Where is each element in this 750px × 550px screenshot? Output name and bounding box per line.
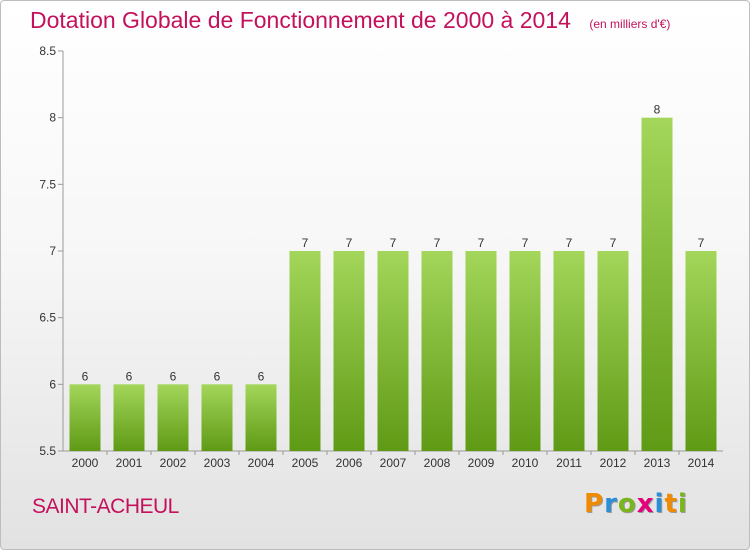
bar <box>377 251 409 451</box>
logo-letter: P <box>584 489 605 519</box>
bar-value-label: 7 <box>566 236 573 250</box>
bar <box>157 384 189 451</box>
bar-value-label: 6 <box>170 369 177 383</box>
bar <box>465 251 497 451</box>
x-tick-label: 2002 <box>160 456 187 470</box>
y-tick-label: 5.5 <box>39 444 56 458</box>
x-tick-label: 2010 <box>512 456 539 470</box>
logo-letter: i <box>654 489 665 519</box>
bar <box>245 384 277 451</box>
x-tick-label: 2005 <box>292 456 319 470</box>
y-tick-label: 8 <box>49 111 56 125</box>
bar-value-label: 8 <box>654 103 661 117</box>
y-tick-label: 6.5 <box>39 311 56 325</box>
bar-value-label: 6 <box>214 369 221 383</box>
title-row: Dotation Globale de Fonctionnement de 20… <box>30 7 670 34</box>
bar <box>113 384 145 451</box>
bar <box>509 251 541 451</box>
x-tick-label: 2000 <box>72 456 99 470</box>
x-tick-label: 2007 <box>380 456 407 470</box>
y-tick-label: 7.5 <box>39 177 56 191</box>
bar-value-label: 6 <box>126 369 133 383</box>
bar <box>421 251 453 451</box>
bar-value-label: 7 <box>698 236 705 250</box>
x-tick-label: 2008 <box>424 456 451 470</box>
bar-value-label: 7 <box>610 236 617 250</box>
bar-value-label: 6 <box>82 369 89 383</box>
x-tick-label: 2001 <box>116 456 143 470</box>
y-tick-label: 7 <box>49 244 56 258</box>
bar <box>553 251 585 451</box>
logo-letter: x <box>636 489 655 519</box>
x-tick-label: 2014 <box>688 456 715 470</box>
bar <box>69 384 101 451</box>
bar <box>201 384 233 451</box>
unit-label: (en milliers d'€) <box>589 17 671 31</box>
bar <box>641 117 673 452</box>
x-tick-label: 2011 <box>556 456 582 470</box>
chart-title: Dotation Globale de Fonctionnement de 20… <box>30 7 571 33</box>
bar-value-label: 7 <box>522 236 529 250</box>
y-tick-label: 8.5 <box>39 44 56 58</box>
bar-value-label: 7 <box>302 236 309 250</box>
x-tick-label: 2013 <box>644 456 671 470</box>
logo-letter: o <box>617 489 637 519</box>
bar-value-label: 7 <box>346 236 353 250</box>
bar <box>333 251 365 451</box>
bar <box>685 251 717 451</box>
bar-value-label: 7 <box>434 236 441 250</box>
bar <box>597 251 629 451</box>
bar-value-label: 7 <box>478 236 485 250</box>
logo-letter: r <box>604 489 618 519</box>
bar-value-label: 6 <box>258 369 265 383</box>
x-tick-label: 2012 <box>600 456 627 470</box>
x-tick-label: 2006 <box>336 456 363 470</box>
logo-letter: i <box>677 489 688 519</box>
logo-letter: t <box>664 489 678 519</box>
bar-value-label: 7 <box>390 236 397 250</box>
bar <box>289 251 321 451</box>
x-tick-label: 2003 <box>204 456 231 470</box>
y-tick-label: 6 <box>49 377 56 391</box>
x-tick-label: 2004 <box>248 456 275 470</box>
commune-name: SAINT-ACHEUL <box>32 495 179 518</box>
x-tick-label: 2009 <box>468 456 495 470</box>
proxiti-logo: Proxiti <box>584 489 688 519</box>
